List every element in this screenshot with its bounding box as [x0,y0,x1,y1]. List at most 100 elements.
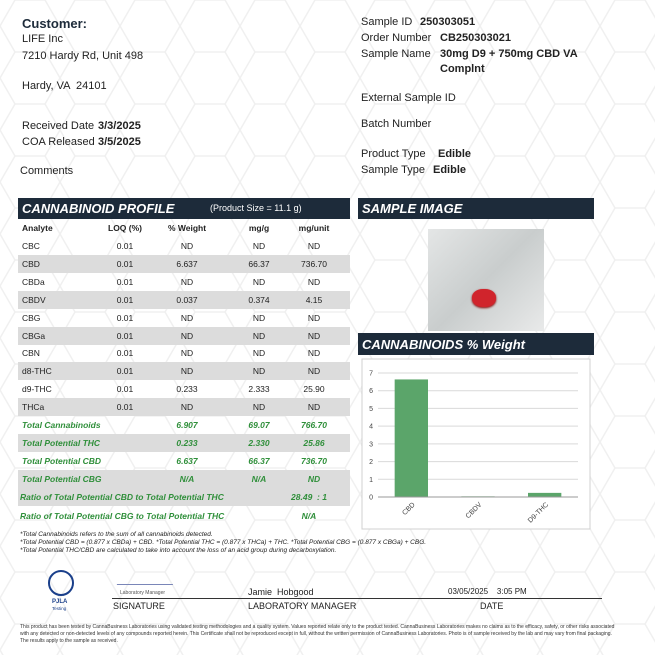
analyte-value: ND [252,330,266,341]
coa-released-label: COA Released [22,136,95,148]
total-value: 766.70 [301,420,327,430]
total-value: 66.37 [248,455,270,466]
analyte-value: 6.637 [176,258,198,269]
analyte-value: 0.01 [116,294,134,305]
footnote: *Total Potential CBD = (0.877 x CBDa) + … [20,539,427,546]
analyte-value: ND [252,402,266,413]
total-value: 0.233 [176,437,198,448]
total-value: N/A [179,473,195,484]
analyte-value: ND [180,366,194,377]
ratio-label: Ratio of Total Potential CBG to Total Po… [20,511,225,521]
manager-name: Jamie Hobgood [248,587,314,597]
row-shade [18,398,350,417]
y-tick-label: 4 [369,424,373,431]
analyte-value: 2.333 [248,384,270,395]
total-label: Total Potential CBG [22,473,102,484]
analyte-value: ND [180,330,194,341]
ratio-label: Ratio of Total Potential CBD to Total Po… [20,492,224,502]
column-header: mg/unit [298,223,330,233]
logo-text: PJLA [52,599,68,605]
footnote: *Total Potential THC/CBD are calculated … [20,547,337,554]
total-value: 6.907 [176,420,198,430]
customer-name: LIFE Inc [22,33,63,45]
total-value: 25.86 [303,437,325,448]
chart-title-bar [358,333,594,355]
y-tick-label: 0 [369,495,373,502]
analyte-name: d9-THC [22,384,52,395]
sample-field-value: Edible [438,148,472,160]
total-label: Total Cannabinoids [22,420,101,430]
total-value: 69.07 [248,420,270,430]
analyte-value: 0.374 [248,294,270,305]
analyte-name: CBDa [22,276,45,287]
analyte-value: 0.01 [116,276,134,287]
analyte-name: THCa [22,402,45,413]
sample-gummy [472,289,496,307]
product-size: (Product Size = 11.1 g) [210,203,302,213]
analyte-name: d8-THC [22,366,52,377]
analyte-value: 0.01 [116,330,134,341]
bar [394,379,428,497]
sample-field-label: Product Type [361,148,426,160]
ratio-value: 28.49 : 1 [291,492,327,502]
analyte-value: ND [307,366,321,377]
signature-label: SIGNATURE [113,601,165,611]
y-tick-label: 5 [369,406,373,413]
row-shade [18,469,350,488]
signature-caption: Laboratory Manager [120,590,166,596]
analyte-value: ND [252,366,266,377]
analyte-name: CBN [22,348,40,359]
analyte-value: ND [307,241,321,251]
analyte-value: 0.01 [116,312,134,323]
received-date: 3/3/2025 [98,120,141,132]
total-value: 736.70 [301,455,327,466]
analyte-name: CBC [22,241,40,251]
comments-label: Comments [20,165,74,177]
analyte-value: ND [252,312,266,323]
profile-title: CANNABINOID PROFILE [18,198,350,219]
analyte-value: 25.90 [303,384,325,395]
address-line: Hardy, VA 24101 [22,80,107,92]
sample-field-label: Sample Type [361,164,426,176]
row-shade [18,290,350,309]
analyte-value: ND [252,276,266,287]
sample-image-title: SAMPLE IMAGE [358,198,594,219]
analyte-value: ND [307,348,321,359]
sample-field-label: Sample ID [361,16,413,28]
y-tick-label: 3 [369,441,373,448]
analyte-value: ND [180,276,194,287]
analyte-value: 0.01 [116,366,134,377]
signature-scribble [116,578,176,585]
analyte-value: 0.01 [116,241,134,251]
sample-field-label: Order Number [361,32,432,44]
column-header: LOQ (%) [108,223,142,233]
signature-datetime: 03/05/2025 3:05 PM [448,587,527,596]
disclaimer: This product has been tested by CannaBus… [20,624,615,644]
coa-released-date: 3/5/2025 [98,136,141,148]
analyte-value: ND [180,348,194,359]
y-tick-label: 2 [369,459,373,466]
analyte-value: ND [180,241,194,251]
sample-field-label: External Sample ID [361,92,456,104]
y-tick-label: 6 [369,388,373,395]
analyte-value: 736.70 [301,258,327,269]
ratio-shade [18,488,350,506]
title-label: LABORATORY MANAGER [248,601,357,611]
sample-field-value: Edible [433,164,467,176]
sample-field-value: 30mg D9 + 750mg CBD VA Complnt [440,48,578,75]
sample-field-value: CB250303021 [440,32,511,44]
column-header: mg/g [248,223,270,233]
total-label: Total Potential THC [22,437,101,448]
analyte-value: 0.01 [116,258,134,269]
analyte-name: CBD [22,258,40,269]
customer-label: Customer: [22,16,88,31]
analyte-name: CBDV [22,294,46,305]
total-value: ND [307,473,321,484]
date-label: DATE [480,601,504,611]
column-header: Analyte [22,223,53,233]
analyte-value: ND [307,312,321,323]
analyte-value: 0.01 [116,402,134,413]
y-tick-label: 7 [369,371,373,378]
